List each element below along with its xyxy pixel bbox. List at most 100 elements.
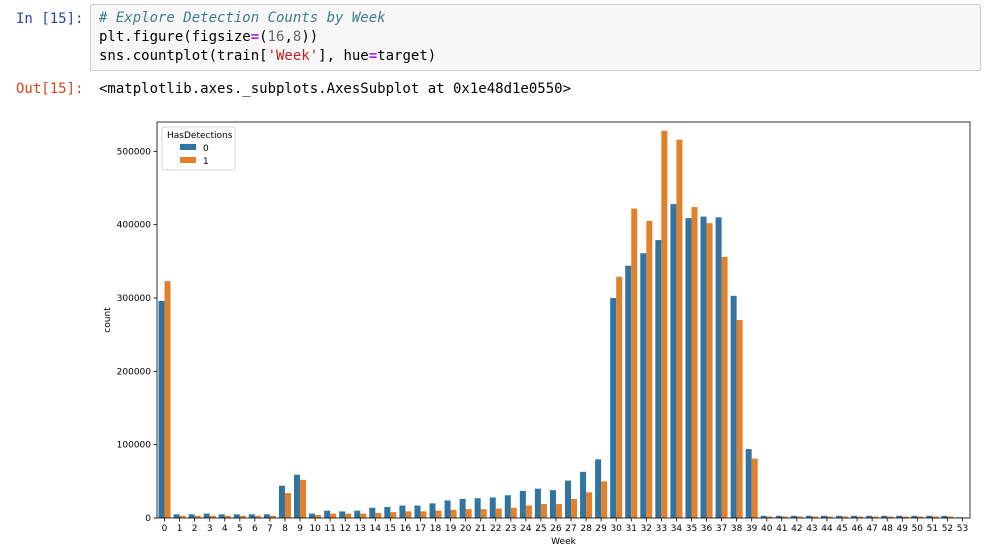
bar-week-19-hasdetections-1: [450, 509, 457, 518]
bar-week-2-hasdetections-0: [188, 514, 195, 518]
x-tick-label: 40: [761, 524, 773, 534]
bar-week-28-hasdetections-0: [580, 471, 587, 518]
bar-week-5-hasdetections-1: [239, 515, 246, 518]
code-line-figure: plt.figure(figsize=(16,8)): [99, 29, 319, 45]
bar-week-4-hasdetections-0: [218, 514, 225, 518]
legend: HasDetections 0 1: [161, 126, 236, 171]
y-tick-label: 300000: [117, 294, 152, 304]
x-tick-label: 34: [671, 524, 683, 534]
bar-week-51-hasdetections-1: [932, 516, 939, 518]
x-tick-label: 9: [297, 524, 303, 534]
x-tick-label: 23: [505, 524, 516, 534]
x-axis-label: Week: [551, 537, 576, 545]
x-tick-label: 49: [897, 524, 909, 534]
x-tick-label: 20: [460, 524, 472, 534]
x-tick-label: 48: [881, 524, 893, 534]
bar-week-47-hasdetections-1: [872, 516, 879, 518]
bar-week-11-hasdetections-0: [324, 510, 331, 518]
bar-week-16-hasdetections-1: [405, 511, 412, 518]
x-tick-label: 43: [806, 524, 817, 534]
bar-week-51-hasdetections-0: [926, 515, 933, 518]
bar-week-12-hasdetections-1: [345, 513, 352, 518]
x-tick-label: 4: [222, 524, 228, 534]
bar-week-29-hasdetections-0: [595, 459, 602, 518]
legend-label-0: 0: [203, 144, 209, 154]
bar-week-2-hasdetections-1: [194, 515, 201, 518]
bar-week-22-hasdetections-1: [495, 508, 502, 518]
bar-week-14-hasdetections-0: [369, 507, 376, 518]
bar-week-49-hasdetections-1: [902, 516, 909, 518]
bar-week-34-hasdetections-0: [670, 204, 677, 518]
bar-week-50-hasdetections-0: [911, 515, 918, 518]
bar-week-33-hasdetections-1: [661, 130, 668, 519]
bar-week-16-hasdetections-0: [399, 505, 406, 518]
bar-week-27-hasdetections-0: [565, 480, 572, 518]
x-tick-label: 35: [686, 524, 697, 534]
bar-week-32-hasdetections-0: [640, 253, 647, 518]
x-tick-label: 30: [610, 524, 622, 534]
x-tick-label: 1: [177, 524, 183, 534]
x-tick-label: 16: [400, 524, 412, 534]
x-tick-label: 42: [791, 524, 802, 534]
bar-week-47-hasdetections-0: [866, 515, 873, 518]
y-axis-label: count: [103, 307, 113, 333]
bar-week-8-hasdetections-0: [278, 485, 285, 518]
bar-week-42-hasdetections-0: [790, 515, 797, 518]
x-tick-label: 38: [731, 524, 743, 534]
x-tick-label: 39: [746, 524, 758, 534]
bar-week-11-hasdetections-1: [330, 513, 337, 518]
bar-week-23-hasdetections-1: [510, 507, 517, 518]
input-prompt: In [15]:: [16, 11, 84, 27]
bar-week-35-hasdetections-0: [685, 218, 692, 518]
bar-week-45-hasdetections-0: [836, 515, 843, 518]
bar-week-52-hasdetections-0: [941, 515, 948, 518]
x-tick-label: 41: [776, 524, 787, 534]
bar-week-28-hasdetections-1: [586, 492, 593, 518]
bar-week-1-hasdetections-0: [173, 514, 180, 518]
bar-week-30-hasdetections-1: [616, 276, 623, 518]
bar-week-24-hasdetections-0: [519, 490, 526, 518]
x-tick-label: 2: [192, 524, 198, 534]
bar-week-21-hasdetections-1: [480, 509, 487, 518]
bar-week-41-hasdetections-1: [781, 516, 788, 518]
bar-week-46-hasdetections-0: [851, 515, 858, 518]
legend-title: HasDetections: [167, 131, 233, 141]
x-tick-label: 7: [267, 524, 273, 534]
bar-week-26-hasdetections-0: [549, 490, 556, 518]
x-tick-label: 19: [445, 524, 457, 534]
bar-week-6-hasdetections-1: [254, 515, 261, 518]
bar-week-1-hasdetections-1: [179, 515, 186, 518]
bar-week-25-hasdetections-0: [534, 488, 541, 518]
output-repr-text: <matplotlib.axes._subplots.AxesSubplot a…: [99, 81, 572, 97]
bar-week-3-hasdetections-0: [203, 513, 210, 518]
bar-week-23-hasdetections-0: [504, 495, 511, 518]
bar-week-25-hasdetections-1: [540, 504, 547, 518]
bar-week-20-hasdetections-1: [465, 509, 472, 518]
bar-week-27-hasdetections-1: [571, 498, 578, 518]
bar-week-38-hasdetections-1: [736, 320, 743, 518]
x-tick-label: 10: [309, 524, 321, 534]
bar-week-17-hasdetections-0: [414, 505, 421, 518]
bar-week-40-hasdetections-1: [766, 516, 773, 518]
bar-week-0-hasdetections-0: [158, 300, 165, 518]
x-tick-label: 17: [415, 524, 426, 534]
y-tick-label: 400000: [117, 221, 152, 231]
bar-week-6-hasdetections-0: [248, 514, 255, 518]
bar-week-37-hasdetections-0: [715, 217, 722, 518]
y-tick-label: 500000: [117, 147, 152, 157]
bar-week-24-hasdetections-1: [525, 505, 532, 518]
bar-week-22-hasdetections-0: [489, 497, 496, 518]
bar-week-37-hasdetections-1: [721, 256, 728, 518]
axes-frame: [156, 121, 971, 519]
x-tick-label: 18: [430, 524, 442, 534]
bar-week-34-hasdetections-1: [676, 139, 683, 518]
code-cell-input[interactable]: # Explore Detection Counts by Week plt.f…: [90, 4, 981, 71]
x-tick-label: 52: [942, 524, 953, 534]
output-prompt: Out[15]:: [16, 81, 84, 97]
bar-week-33-hasdetections-0: [655, 240, 662, 518]
bar-week-50-hasdetections-1: [917, 516, 924, 518]
bar-week-7-hasdetections-1: [269, 515, 276, 518]
bar-week-52-hasdetections-1: [947, 516, 954, 518]
bar-week-45-hasdetections-1: [842, 516, 849, 518]
bar-week-42-hasdetections-1: [796, 516, 803, 518]
